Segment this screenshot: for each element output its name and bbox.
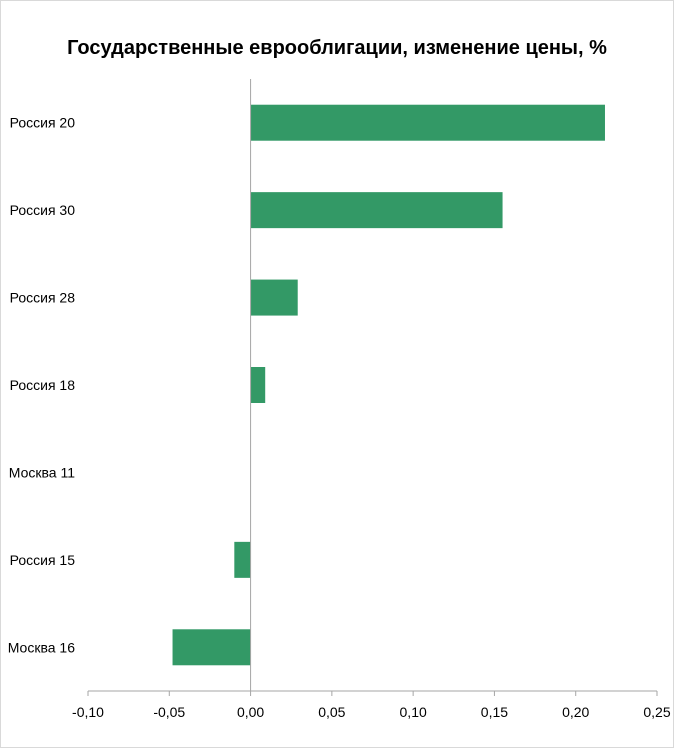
category-label: Москва 16: [8, 639, 75, 655]
bar-3: [250, 279, 298, 316]
category-label: Россия 20: [10, 115, 76, 131]
bars-layer: [172, 104, 605, 666]
category-label: Москва 11: [9, 464, 75, 480]
bar-4: [250, 367, 266, 403]
x-axis-ticks: -0,10 -0,05 0,00 0,05 0,10 0,15 0,20 0,25: [72, 691, 671, 720]
category-label: Россия 15: [10, 552, 76, 568]
x-tick-label: 0,25: [643, 704, 670, 720]
category-labels: Россия 20 Россия 30 Россия 28 Россия 18 Моск…: [8, 115, 75, 656]
bar-6: [234, 541, 251, 578]
x-tick-label: 0,15: [481, 704, 508, 720]
category-label: Россия 30: [10, 202, 76, 218]
category-label: Россия 18: [10, 377, 76, 393]
chart-title: Государственные еврооблигации, изменение…: [67, 37, 607, 59]
x-tick-label: 0,00: [237, 704, 264, 720]
x-tick-label: -0,05: [153, 704, 185, 720]
x-tick-label: -0,10: [72, 704, 104, 720]
category-label: Россия 28: [10, 290, 76, 306]
bar-1: [250, 104, 605, 141]
x-tick-label: 0,10: [400, 704, 427, 720]
x-tick-label: 0,20: [562, 704, 589, 720]
bar-2: [250, 192, 503, 229]
bar-7: [172, 629, 251, 666]
x-tick-label: 0,05: [318, 704, 345, 720]
